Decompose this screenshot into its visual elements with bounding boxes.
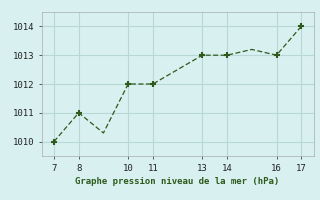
X-axis label: Graphe pression niveau de la mer (hPa): Graphe pression niveau de la mer (hPa) bbox=[76, 177, 280, 186]
